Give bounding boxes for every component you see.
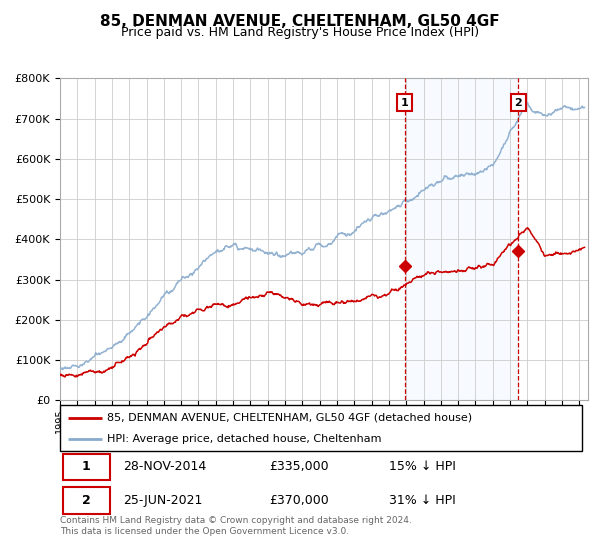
Text: 15% ↓ HPI: 15% ↓ HPI bbox=[389, 460, 456, 473]
FancyBboxPatch shape bbox=[62, 487, 110, 514]
Text: 2: 2 bbox=[515, 97, 522, 108]
Text: 85, DENMAN AVENUE, CHELTENHAM, GL50 4GF (detached house): 85, DENMAN AVENUE, CHELTENHAM, GL50 4GF … bbox=[107, 413, 472, 423]
Text: 2: 2 bbox=[82, 494, 91, 507]
Bar bbox=[404, 78, 518, 400]
Text: 85, DENMAN AVENUE, CHELTENHAM, GL50 4GF: 85, DENMAN AVENUE, CHELTENHAM, GL50 4GF bbox=[100, 14, 500, 29]
Text: 1: 1 bbox=[401, 97, 409, 108]
Text: Price paid vs. HM Land Registry's House Price Index (HPI): Price paid vs. HM Land Registry's House … bbox=[121, 26, 479, 39]
Text: 31% ↓ HPI: 31% ↓ HPI bbox=[389, 494, 455, 507]
FancyBboxPatch shape bbox=[62, 454, 110, 480]
Text: £370,000: £370,000 bbox=[269, 494, 329, 507]
Text: 25-JUN-2021: 25-JUN-2021 bbox=[122, 494, 202, 507]
Text: 28-NOV-2014: 28-NOV-2014 bbox=[122, 460, 206, 473]
FancyBboxPatch shape bbox=[60, 405, 582, 451]
Text: £335,000: £335,000 bbox=[269, 460, 328, 473]
Text: HPI: Average price, detached house, Cheltenham: HPI: Average price, detached house, Chel… bbox=[107, 435, 382, 444]
Text: 1: 1 bbox=[82, 460, 91, 473]
Text: Contains HM Land Registry data © Crown copyright and database right 2024.
This d: Contains HM Land Registry data © Crown c… bbox=[60, 516, 412, 536]
